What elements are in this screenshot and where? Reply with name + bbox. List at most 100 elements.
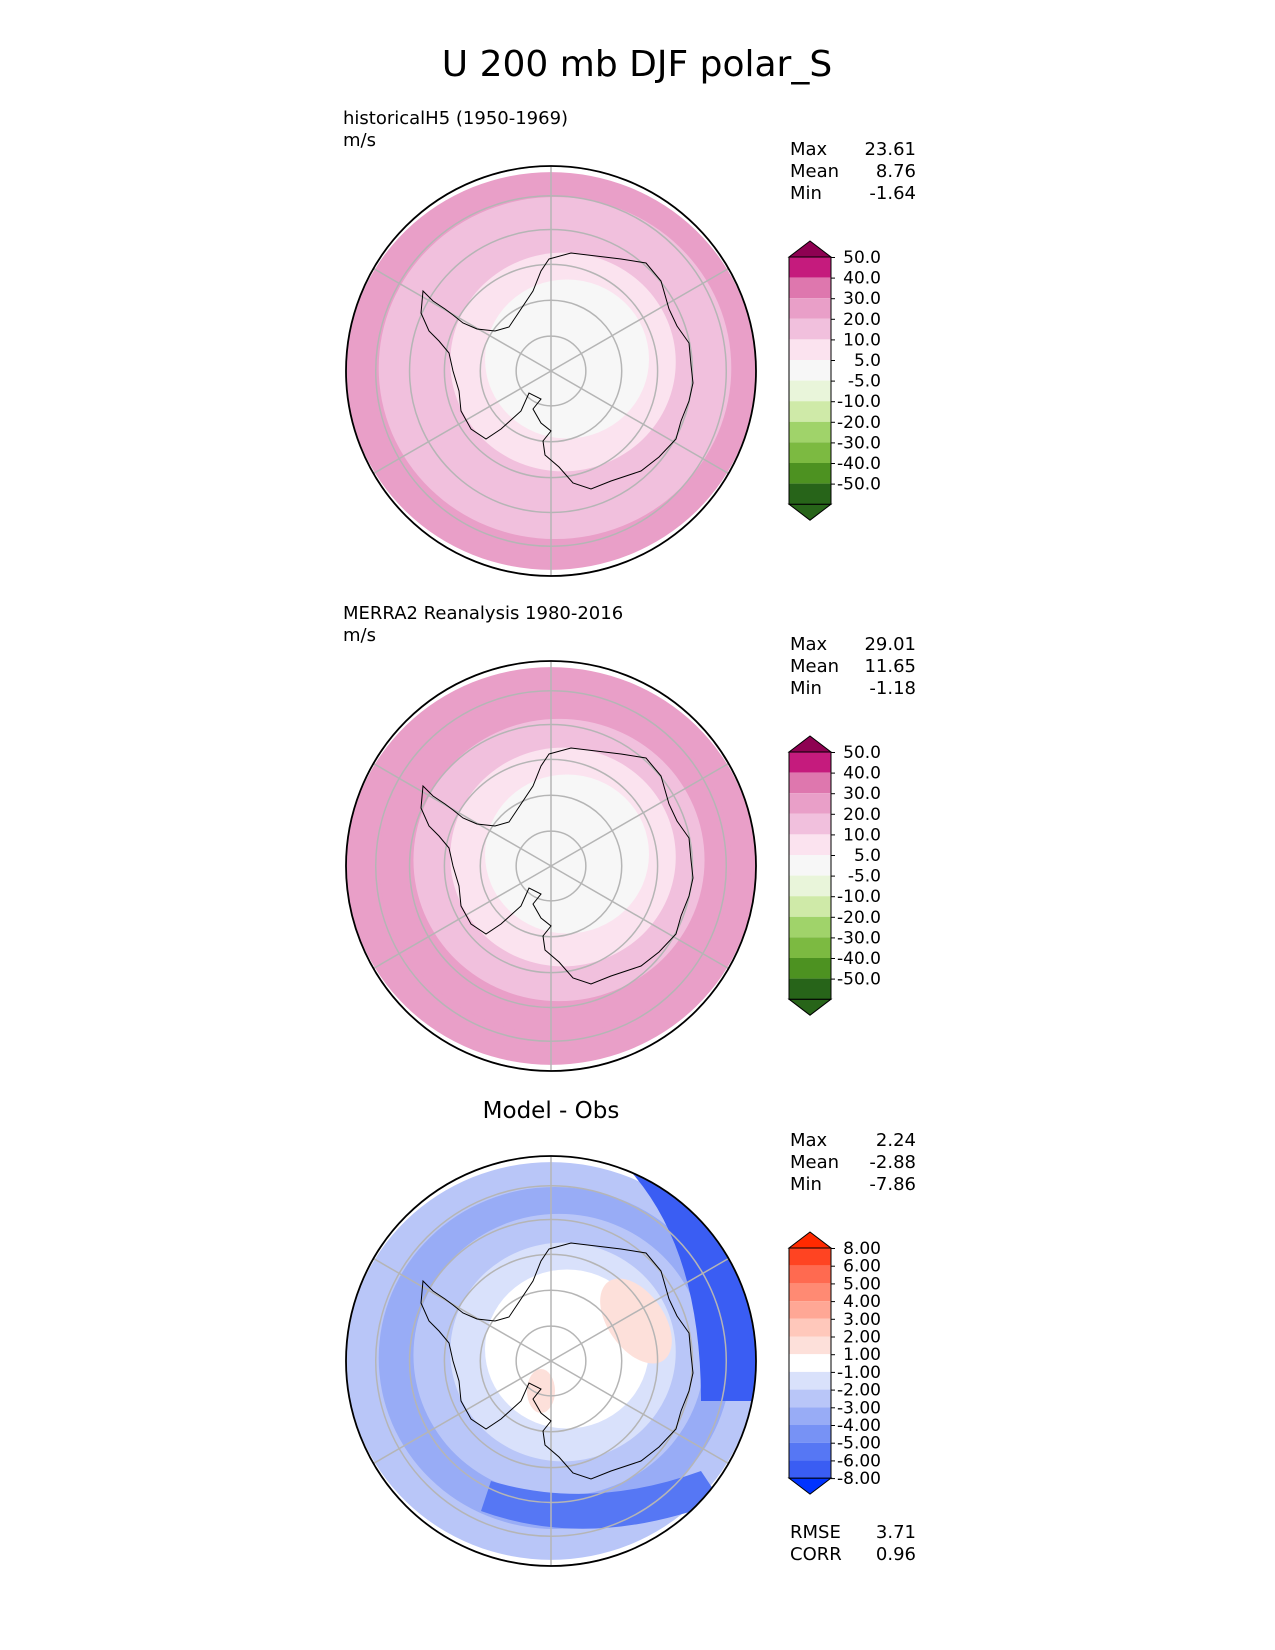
meridian-gridline <box>550 267 729 372</box>
stat-label: RMSE <box>790 1522 841 1543</box>
stat-value: 0.96 <box>876 1544 916 1565</box>
colorbar-tick-label: 5.0 <box>854 846 881 866</box>
colorbar-segment <box>789 834 831 855</box>
stat-label: Mean <box>790 1152 839 1173</box>
colorbar-tick-label: 20.0 <box>843 805 881 825</box>
meridian-gridline <box>550 370 729 475</box>
panel-subtitle: MERRA2 Reanalysis 1980-2016 <box>343 603 623 624</box>
colorbar-segment <box>789 483 831 505</box>
colorbar-segment <box>789 896 831 917</box>
colorbar-tick-label: 20.0 <box>843 310 881 330</box>
stat-label: Max <box>790 1130 828 1151</box>
panel-units: m/s <box>343 625 376 646</box>
colorbar-segment <box>789 1407 831 1425</box>
colorbar-tick-label: 2.00 <box>843 1328 881 1348</box>
stat-value: 29.01 <box>864 634 916 655</box>
colorbar-extend-top <box>787 1231 833 1249</box>
colorbar-extend-top <box>787 240 833 258</box>
panel-units: m/s <box>343 130 376 151</box>
colorbar-tick-label: -5.0 <box>848 372 881 392</box>
colorbar-tick-label: -5.00 <box>837 1434 881 1454</box>
stat-label: Min <box>790 678 822 699</box>
meridian-gridline <box>550 762 729 867</box>
contour-band <box>481 1471 721 1529</box>
colorbar-segment <box>789 916 831 938</box>
colorbar: 8.006.005.004.003.002.001.00-1.00-2.00-3… <box>787 1231 881 1495</box>
colorbar-tick-label: -4.00 <box>837 1416 881 1436</box>
colorbar-extend-bottom <box>787 1477 833 1495</box>
colorbar-tick-label: -50.0 <box>837 475 881 495</box>
meridian-gridline <box>550 1257 729 1362</box>
colorbar-tick-label: 5.0 <box>854 351 881 371</box>
colorbar: 50.040.030.020.010.05.0-5.0-10.0-20.0-30… <box>787 735 881 1016</box>
colorbar-tick-label: -50.0 <box>837 970 881 990</box>
stat-value: 3.71 <box>876 1522 916 1543</box>
colorbar-segment <box>789 1354 831 1372</box>
colorbar: 50.040.030.020.010.05.0-5.0-10.0-20.0-30… <box>787 240 881 521</box>
colorbar-segment <box>789 1318 831 1337</box>
stat-label: Mean <box>790 161 839 182</box>
colorbar-segment <box>789 1389 831 1408</box>
meridian-gridline <box>550 1360 729 1465</box>
colorbar-segment <box>789 752 831 773</box>
colorbar-segment <box>789 1425 831 1443</box>
contour-band <box>485 774 649 934</box>
colorbar-tick-label: 40.0 <box>843 269 881 289</box>
colorbar-tick-label: 1.00 <box>843 1345 881 1365</box>
colorbar-segment <box>789 421 831 443</box>
colorbar-segment <box>789 793 831 814</box>
colorbar-tick-label: -5.0 <box>848 867 881 887</box>
colorbar-segment <box>789 978 831 1000</box>
map-border <box>345 660 757 1072</box>
colorbar-segment <box>789 257 831 278</box>
colorbar-segment <box>789 380 831 402</box>
colorbar-segment <box>789 958 831 979</box>
panel-diff: Model - Obs Max 2.24 Mean -2.88 Min -7.86 8.006… <box>345 1098 916 1567</box>
colorbar-extend-bottom <box>787 998 833 1016</box>
colorbar-segment <box>789 937 831 958</box>
colorbar-tick-label: 3.00 <box>843 1310 881 1330</box>
colorbar-segment <box>789 318 831 340</box>
panel-model: historicalH5 (1950-1969)m/s Max 23.61 Mean 8… <box>343 108 916 577</box>
polar-map <box>346 661 756 1071</box>
colorbar-tick-label: -6.00 <box>837 1451 881 1471</box>
colorbar-segment <box>789 813 831 835</box>
colorbar-segment <box>789 1336 831 1355</box>
stat-value: -7.86 <box>869 1174 916 1195</box>
colorbar-tick-label: -20.0 <box>837 413 881 433</box>
contour-band <box>527 1369 555 1413</box>
colorbar-segment <box>789 1283 831 1302</box>
polar-map <box>346 166 756 576</box>
colorbar-segment <box>789 1265 831 1284</box>
map-border <box>345 1155 757 1567</box>
colorbar-tick-label: -40.0 <box>837 454 881 474</box>
meridian-gridline <box>373 865 552 970</box>
panel-subtitle: historicalH5 (1950-1969) <box>343 108 568 129</box>
contour-band <box>485 279 649 439</box>
meridian-gridline <box>550 865 729 970</box>
stat-value: -2.88 <box>869 1152 916 1173</box>
antarctica-coastline <box>420 747 694 985</box>
colorbar-segment <box>789 442 831 463</box>
map-border <box>345 165 757 577</box>
colorbar-segment <box>789 298 831 319</box>
stat-label: Max <box>790 139 828 160</box>
colorbar-tick-label: 30.0 <box>843 784 881 804</box>
colorbar-tick-label: 10.0 <box>843 825 881 845</box>
colorbar-segment <box>789 1301 831 1319</box>
colorbar-segment <box>789 1371 831 1390</box>
colorbar-tick-label: -10.0 <box>837 887 881 907</box>
colorbar-tick-label: -30.0 <box>837 433 881 453</box>
colorbar-tick-label: 4.00 <box>843 1292 881 1312</box>
colorbar-tick-label: -20.0 <box>837 908 881 928</box>
meridian-gridline <box>373 762 552 867</box>
antarctica-coastline <box>420 252 694 490</box>
colorbar-segment <box>789 1442 831 1461</box>
colorbar-segment <box>789 401 831 422</box>
colorbar-tick-label: 50.0 <box>843 743 881 763</box>
panel-title: Model - Obs <box>483 1098 620 1124</box>
stat-value: 23.61 <box>864 139 916 160</box>
colorbar-segment <box>789 277 831 299</box>
